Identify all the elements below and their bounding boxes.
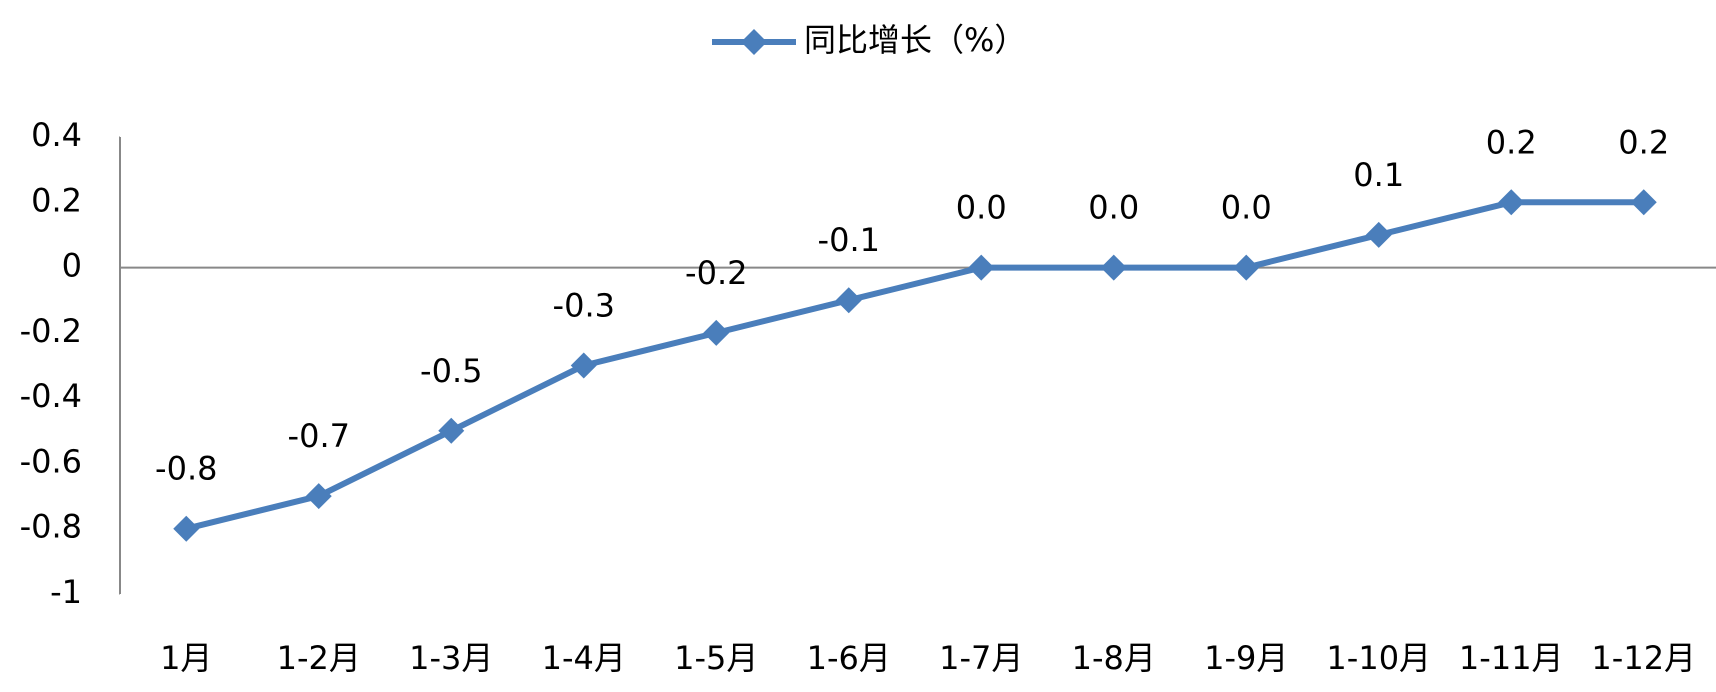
legend-marker bbox=[741, 29, 767, 55]
x-tick-label: 1-9月 bbox=[1204, 639, 1288, 677]
y-tick-label: -1 bbox=[50, 573, 82, 611]
marker bbox=[1100, 254, 1127, 281]
y-tick-label: -0.4 bbox=[20, 377, 82, 415]
data-label: -0.7 bbox=[288, 417, 350, 455]
data-label: 0.0 bbox=[1088, 189, 1139, 227]
marker bbox=[1365, 221, 1392, 248]
data-label: -0.8 bbox=[155, 450, 217, 488]
marker bbox=[438, 417, 465, 444]
x-tick-label: 1月 bbox=[160, 639, 212, 677]
marker bbox=[1498, 189, 1525, 216]
marker bbox=[968, 254, 995, 281]
x-tick-label: 1-11月 bbox=[1459, 639, 1564, 677]
x-tick-label: 1-10月 bbox=[1326, 639, 1431, 677]
x-tick-label: 1-12月 bbox=[1591, 639, 1696, 677]
marker bbox=[1233, 254, 1260, 281]
x-tick-label: 1-5月 bbox=[674, 639, 758, 677]
x-tick-label: 1-7月 bbox=[939, 639, 1023, 677]
line bbox=[185, 199, 1644, 532]
data-label: 0.0 bbox=[1221, 189, 1272, 227]
x-tick-label: 1-3月 bbox=[409, 639, 493, 677]
x-tick-label: 1-6月 bbox=[807, 639, 891, 677]
data-label: -0.2 bbox=[685, 254, 747, 292]
data-label: 0.0 bbox=[956, 189, 1007, 227]
data-label: 0.2 bbox=[1618, 123, 1669, 161]
marker bbox=[1630, 189, 1657, 216]
marker bbox=[173, 515, 200, 542]
y-tick-label: -0.2 bbox=[20, 312, 82, 350]
y-tick-label: -0.6 bbox=[20, 442, 82, 480]
marker bbox=[835, 287, 862, 314]
y-tick-label: 0.4 bbox=[31, 116, 82, 154]
marker bbox=[703, 319, 730, 346]
data-label: 0.2 bbox=[1486, 123, 1537, 161]
y-tick-label: 0.2 bbox=[31, 181, 82, 219]
x-tick-label: 1-4月 bbox=[542, 639, 626, 677]
data-label: -0.5 bbox=[420, 352, 482, 390]
data-label: -0.3 bbox=[553, 287, 615, 325]
x-tick-label: 1-8月 bbox=[1072, 639, 1156, 677]
marker bbox=[305, 483, 332, 510]
data-label: 0.1 bbox=[1353, 156, 1404, 194]
legend-label: 同比增长（%） bbox=[804, 21, 1026, 59]
marker bbox=[570, 352, 597, 379]
y-tick-label: -0.8 bbox=[20, 508, 82, 546]
data-label: -0.1 bbox=[818, 221, 880, 259]
y-tick-label: 0 bbox=[62, 247, 82, 285]
x-tick-label: 1-2月 bbox=[277, 639, 361, 677]
